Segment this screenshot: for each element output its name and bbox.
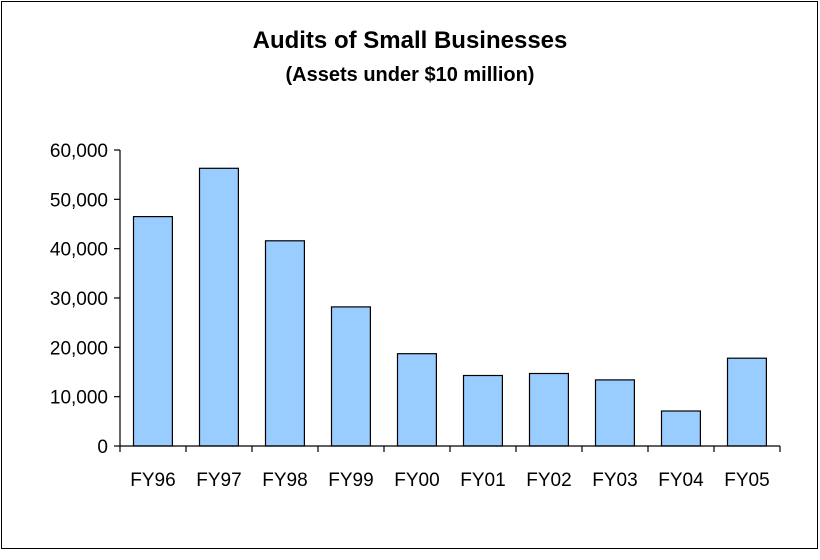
bar [462, 374, 504, 447]
x-tick-label: FY03 [592, 470, 637, 491]
bar [132, 216, 174, 447]
bar [198, 167, 240, 447]
y-tick-label: 50,000 [50, 190, 108, 211]
bar [726, 357, 768, 447]
bar [594, 379, 636, 447]
x-tick-label: FY05 [724, 470, 769, 491]
x-tick-label: FY99 [328, 470, 373, 491]
bar [528, 372, 570, 447]
y-tick-label: 30,000 [50, 289, 108, 310]
y-tick-label: 40,000 [50, 240, 108, 261]
x-tick-label: FY04 [658, 470, 704, 491]
bar [264, 240, 306, 447]
x-tick-label: FY02 [526, 470, 571, 491]
chart-title: Audits of Small Businesses [252, 27, 568, 54]
x-tick-label: FY00 [394, 470, 439, 491]
y-tick-label: 0 [97, 437, 108, 458]
chart-frame [1, 1, 818, 549]
y-tick-label: 20,000 [50, 338, 108, 359]
y-tick-label: 60,000 [50, 141, 108, 162]
chart-subtitle: (Assets under $10 million) [285, 64, 535, 86]
x-tick-label: FY96 [130, 470, 175, 491]
bar [330, 306, 372, 447]
x-tick-label: FY98 [262, 470, 307, 491]
bar [396, 353, 438, 447]
x-tick-label: FY97 [196, 470, 241, 491]
y-tick-label: 10,000 [50, 388, 108, 409]
x-tick-label: FY01 [460, 470, 505, 491]
bar [660, 410, 702, 447]
